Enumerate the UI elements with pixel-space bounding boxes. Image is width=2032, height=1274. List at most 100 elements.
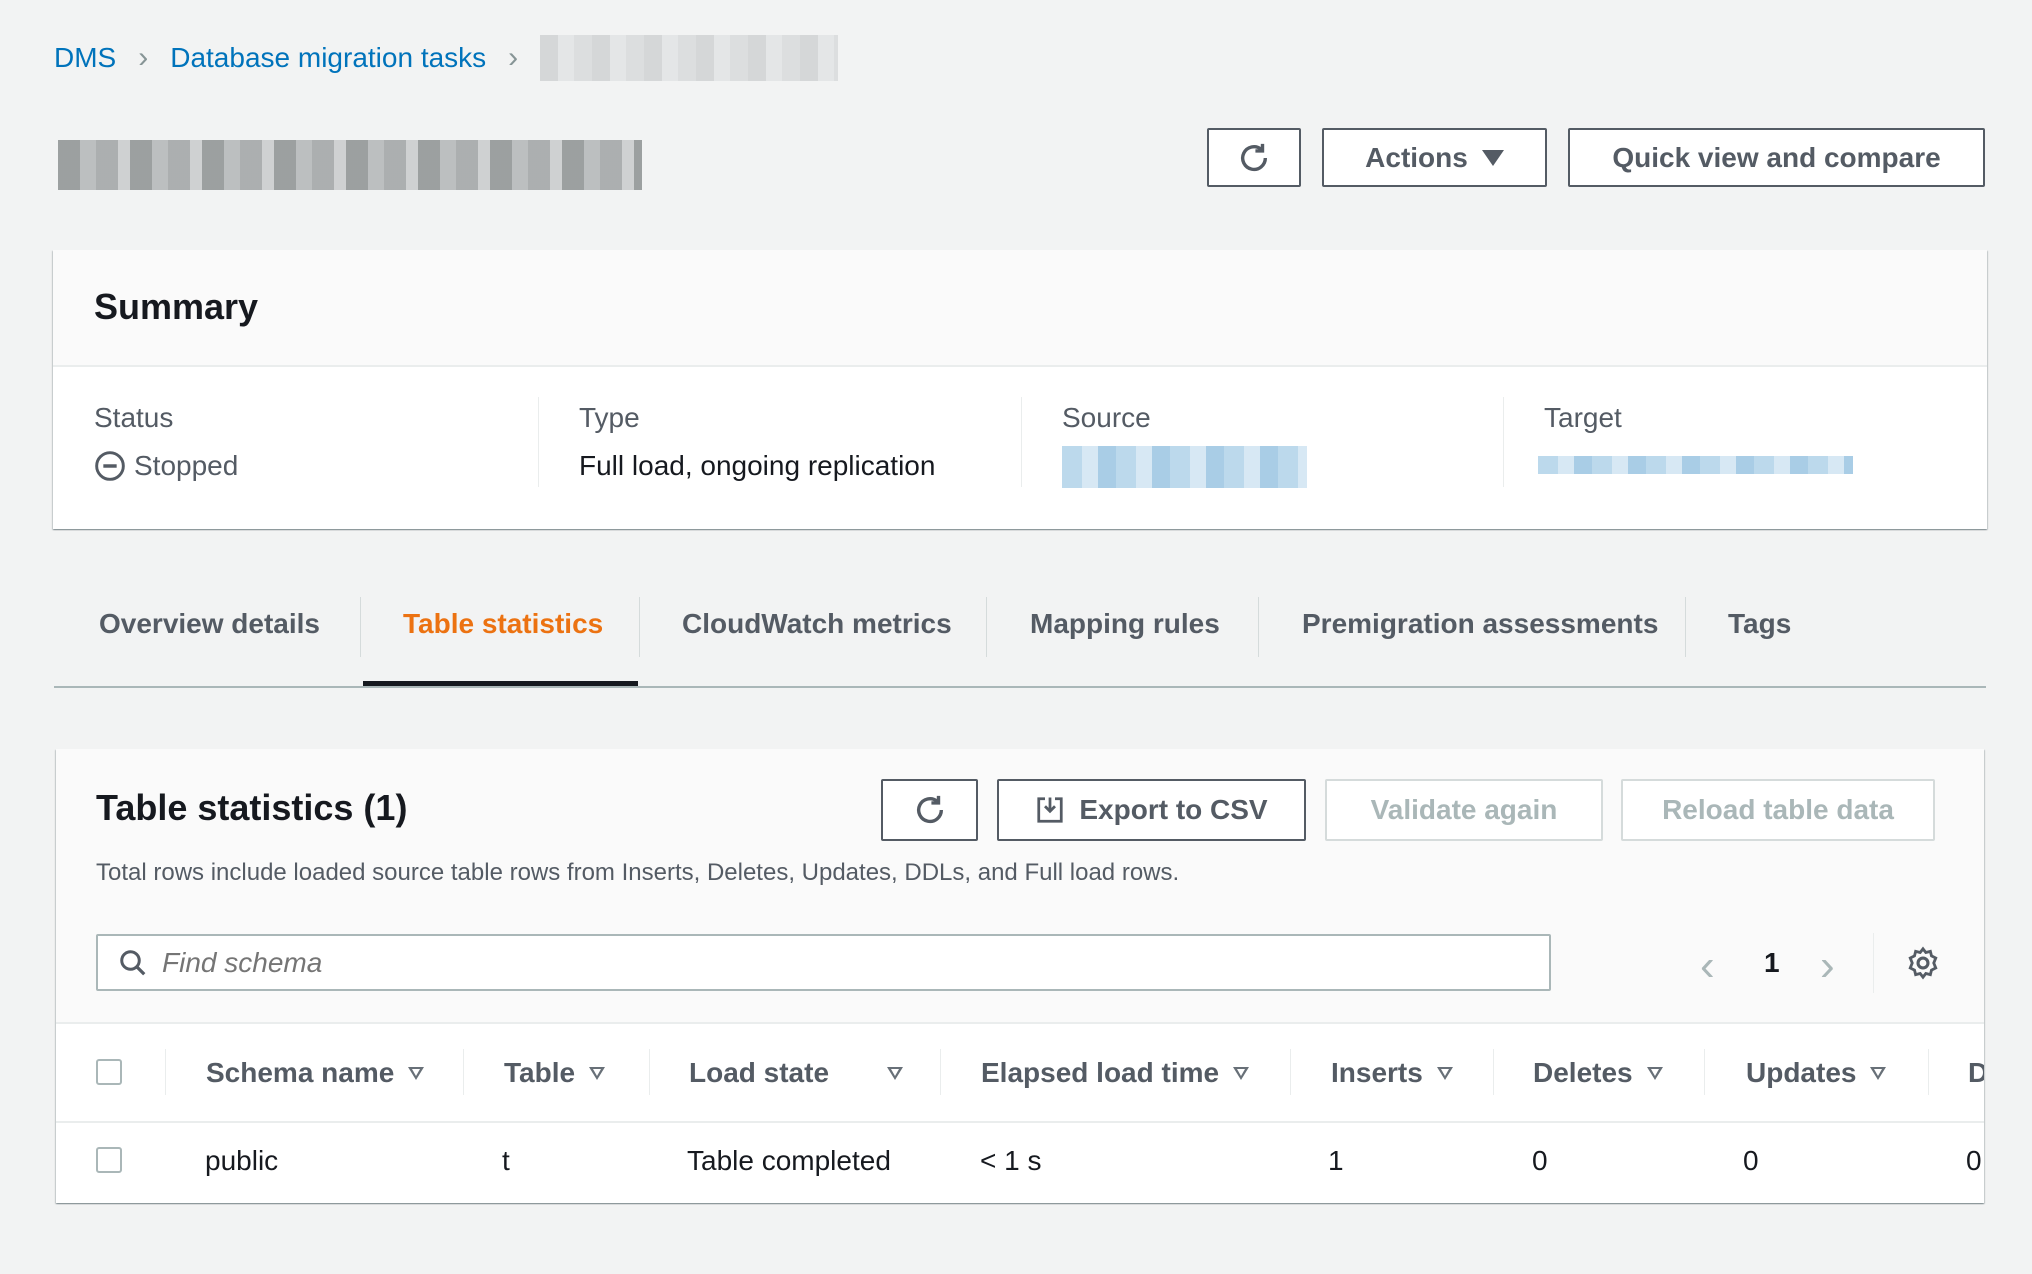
summary-panel: Summary Status Stopped Type Full load, o… — [53, 250, 1987, 529]
reload-table-data-button[interactable]: Reload table data — [1621, 779, 1935, 841]
column-divider — [1704, 1049, 1705, 1095]
column-divider — [940, 1049, 941, 1095]
validate-again-button[interactable]: Validate again — [1325, 779, 1603, 841]
column-header-load-state[interactable]: Load state — [689, 1057, 904, 1089]
summary-header: Summary — [53, 250, 1987, 367]
refresh-icon — [916, 795, 943, 824]
divider — [1021, 397, 1022, 487]
source-link-redacted[interactable] — [1062, 446, 1307, 488]
cell-truncated: 0 — [1966, 1145, 1982, 1176]
download-icon — [1037, 797, 1063, 823]
column-label: Updates — [1746, 1057, 1857, 1088]
source-label: Source — [1062, 402, 1151, 433]
column-header-updates[interactable]: Updates — [1746, 1057, 1887, 1089]
cell-elapsed-load-time: < 1 s — [980, 1145, 1042, 1176]
source-field: Source — [1062, 402, 1307, 488]
column-header-elapsed-load-time[interactable]: Elapsed load time — [981, 1057, 1250, 1089]
divider — [538, 397, 539, 487]
reload-table-data-label: Reload table data — [1662, 794, 1894, 825]
export-csv-label: Export to CSV — [1079, 794, 1268, 825]
tab-divider — [986, 597, 987, 657]
breadcrumb-current-redacted — [540, 35, 839, 81]
sort-icon — [1233, 1066, 1250, 1080]
actions-label: Actions — [1365, 141, 1468, 173]
active-tab-indicator — [363, 681, 638, 686]
sort-icon — [1436, 1066, 1453, 1080]
breadcrumb-migration-tasks[interactable]: Database migration tasks — [170, 42, 487, 73]
breadcrumb: DMS › Database migration tasks › — [54, 35, 839, 81]
target-link-redacted[interactable] — [1538, 456, 1853, 474]
tab-tags[interactable]: Tags — [1728, 608, 1792, 639]
tab-divider — [639, 597, 640, 657]
sort-icon — [1646, 1066, 1663, 1080]
tab-cloudwatch-metrics[interactable]: CloudWatch metrics — [682, 608, 952, 639]
type-field: Type Full load, ongoing replication — [579, 402, 935, 482]
cell-updates: 0 — [1743, 1145, 1759, 1176]
chevron-right-icon: › — [138, 41, 149, 74]
row-checkbox[interactable] — [96, 1147, 122, 1173]
validate-again-label: Validate again — [1370, 794, 1558, 825]
search-box[interactable] — [96, 934, 1551, 991]
target-label: Target — [1544, 402, 1622, 433]
export-csv-button[interactable]: Export to CSV — [997, 779, 1306, 841]
tab-divider — [1685, 597, 1686, 657]
cell-schema-name: public — [205, 1145, 279, 1176]
column-header-table[interactable]: Table — [504, 1057, 606, 1089]
settings-gear-icon[interactable] — [1906, 946, 1940, 980]
page-title-redacted — [58, 140, 642, 190]
status-value: Stopped — [134, 450, 239, 481]
column-divider — [1928, 1049, 1929, 1095]
column-divider — [649, 1049, 650, 1095]
actions-button[interactable]: Actions — [1322, 128, 1547, 187]
sort-icon — [887, 1066, 904, 1080]
table-description: Total rows include loaded source table r… — [96, 859, 1180, 886]
target-field: Target — [1538, 402, 1853, 474]
column-label: Deletes — [1533, 1057, 1633, 1088]
type-label: Type — [579, 402, 640, 433]
cell-deletes: 0 — [1532, 1145, 1548, 1176]
next-page-button[interactable]: › — [1820, 941, 1835, 990]
column-header-inserts[interactable]: Inserts — [1331, 1057, 1453, 1089]
select-all-checkbox[interactable] — [96, 1059, 122, 1085]
header-row-divider — [56, 1121, 1984, 1123]
summary-title: Summary — [94, 286, 259, 327]
search-icon — [120, 949, 146, 975]
column-label: D — [1968, 1057, 1984, 1088]
chevron-right-icon: › — [508, 41, 519, 74]
column-label: Inserts — [1331, 1057, 1423, 1088]
divider — [1873, 933, 1874, 993]
status-field: Status Stopped — [94, 402, 238, 482]
sort-icon — [408, 1066, 425, 1080]
refresh-button[interactable] — [1207, 128, 1301, 187]
stopped-circle-icon — [95, 451, 125, 481]
tab-mapping-rules[interactable]: Mapping rules — [1030, 608, 1220, 639]
table-statistics-panel: Table statistics (1) Export to CSV Valid… — [56, 749, 1984, 1203]
column-divider — [1493, 1049, 1494, 1095]
breadcrumb-dms[interactable]: DMS — [54, 42, 117, 73]
divider — [1503, 397, 1504, 487]
column-label: Load state — [689, 1057, 830, 1088]
page-number[interactable]: 1 — [1764, 947, 1780, 978]
caret-down-icon — [1481, 149, 1504, 166]
column-header-schema-name[interactable]: Schema name — [206, 1057, 425, 1089]
column-header-deletes[interactable]: Deletes — [1533, 1057, 1663, 1089]
table-statistics-title: Table statistics (1) — [96, 787, 408, 828]
quick-view-compare-button[interactable]: Quick view and compare — [1568, 128, 1985, 187]
search-input[interactable] — [162, 946, 1512, 979]
cell-inserts: 1 — [1328, 1145, 1344, 1176]
refresh-table-button[interactable] — [881, 779, 978, 841]
previous-page-button[interactable]: ‹ — [1700, 941, 1715, 990]
column-divider — [165, 1049, 166, 1095]
quick-view-label: Quick view and compare — [1612, 141, 1941, 173]
column-header-truncated[interactable]: D — [1968, 1057, 1984, 1089]
status-label: Status — [94, 402, 174, 433]
column-label: Elapsed load time — [981, 1057, 1220, 1088]
cell-load-state: Table completed — [687, 1145, 891, 1176]
column-label: Table — [504, 1057, 576, 1088]
sort-icon — [589, 1066, 606, 1080]
column-label: Schema name — [206, 1057, 395, 1088]
tab-table-statistics[interactable]: Table statistics — [403, 608, 604, 639]
tab-overview-details[interactable]: Overview details — [99, 608, 321, 639]
tab-premigration-assessments[interactable]: Premigration assessments — [1302, 608, 1659, 639]
type-value: Full load, ongoing replication — [579, 450, 936, 481]
